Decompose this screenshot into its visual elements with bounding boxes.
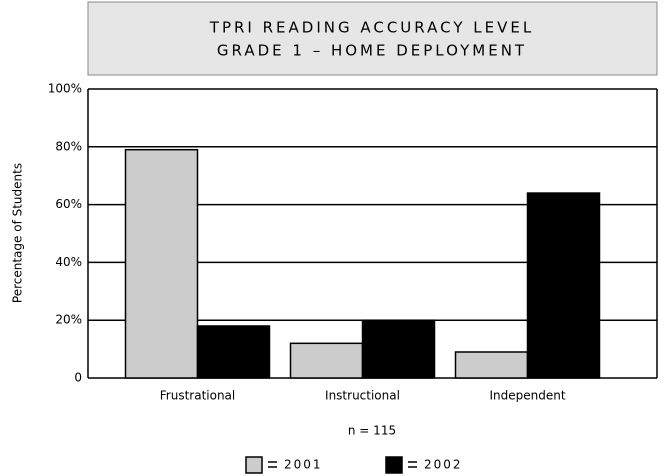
x-tick-label: Instructional [325, 389, 400, 403]
legend-label: 2002 [424, 458, 463, 472]
bar [124, 148, 199, 379]
x-tick-label: Independent [489, 389, 565, 403]
title-box [87, 1, 658, 76]
legend-swatch [245, 456, 263, 474]
bar [454, 351, 529, 379]
annotation: n = 115 [348, 424, 396, 438]
legend-swatch [385, 456, 403, 474]
y-tick-label: 100% [48, 82, 82, 96]
chart-title: TPRI READING ACCURACY LEVEL [209, 19, 534, 37]
y-tick-label: 60% [55, 197, 82, 211]
y-tick-label: 0 [74, 371, 82, 385]
chart-subtitle: GRADE 1 – HOME DEPLOYMENT [217, 42, 527, 60]
legend-label: 2001 [284, 458, 323, 472]
bar [289, 342, 364, 379]
bar [196, 325, 271, 379]
y-axis-label: Percentage of Students [11, 163, 25, 303]
y-tick-label: 20% [55, 313, 82, 327]
y-tick-label: 80% [55, 139, 82, 153]
bar [361, 319, 436, 379]
y-tick-label: 40% [55, 255, 82, 269]
x-tick-label: Frustrational [160, 389, 236, 403]
bar [526, 192, 601, 379]
